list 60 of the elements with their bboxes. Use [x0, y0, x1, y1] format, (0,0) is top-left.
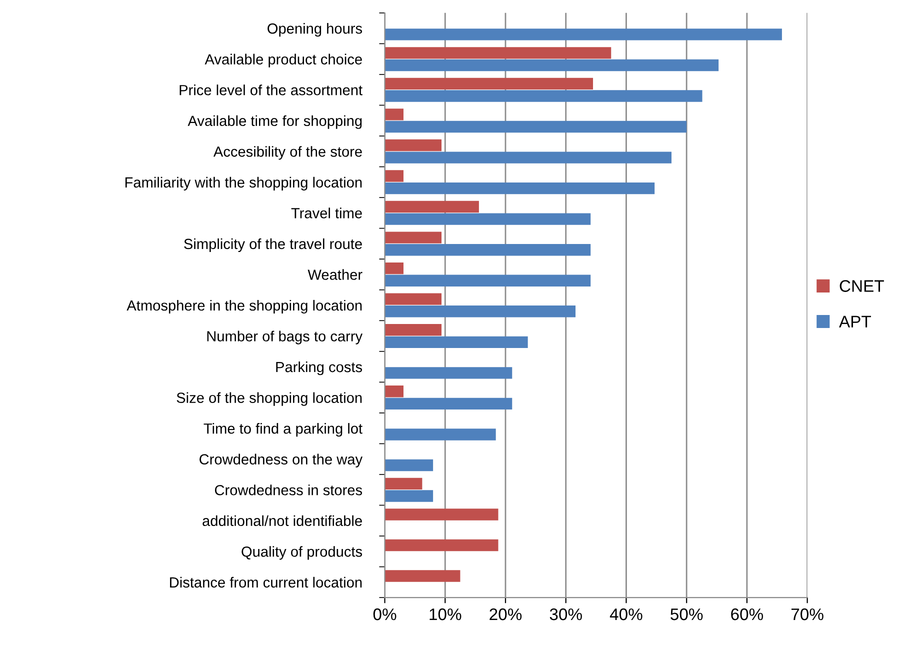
y-tick-label: additional/not identifiable — [202, 515, 362, 526]
y-tick-label: Weather — [308, 269, 362, 280]
bar — [384, 398, 512, 410]
x-tick-label: 30% — [550, 608, 582, 620]
bar — [384, 47, 612, 59]
y-tick-label: Opening hours — [268, 23, 362, 37]
bar — [384, 213, 591, 225]
y-tick-label: Available time for shopping — [188, 115, 362, 129]
x-tick-label: 50% — [670, 608, 703, 620]
legend-label: APT — [839, 316, 871, 328]
bar — [384, 244, 591, 256]
y-tick-label: Travel time — [291, 208, 362, 218]
bar — [384, 570, 460, 582]
bar — [384, 78, 594, 90]
y-tick-label: Crowdedness in stores — [214, 484, 362, 496]
bar — [384, 28, 782, 40]
legend-label: CNET — [840, 280, 884, 292]
bar — [384, 139, 442, 152]
bar — [384, 324, 442, 336]
y-tick-label: Quality of products — [242, 546, 362, 560]
x-tick-label: 60% — [731, 608, 764, 620]
bar — [384, 306, 576, 318]
bar — [384, 386, 404, 398]
bar — [384, 508, 498, 520]
bar — [384, 90, 702, 102]
y-tick-label: Price level of the assortment — [180, 84, 362, 96]
bar — [384, 336, 528, 348]
bar — [384, 367, 512, 379]
x-tick-label: 20% — [490, 608, 522, 620]
bar — [384, 478, 422, 490]
bar — [384, 232, 442, 244]
x-tick-label: 40% — [610, 608, 642, 620]
y-tick-label: Size of the shopping location — [176, 392, 362, 406]
bar — [384, 262, 404, 274]
y-tick-label: Accesibility of the store — [213, 146, 362, 160]
y-tick-label: Available product choice — [204, 54, 362, 68]
bar — [384, 59, 719, 72]
bar — [384, 108, 404, 120]
y-tick-label: Parking costs — [276, 361, 362, 376]
y-tick-label: Atmosphere in the shopping location — [126, 300, 362, 314]
x-tick-label: 70% — [791, 608, 824, 620]
x-tick-label: 10% — [430, 608, 462, 620]
bar — [384, 539, 498, 552]
bar — [384, 182, 655, 194]
bar — [384, 428, 496, 440]
bar — [384, 490, 434, 502]
bar — [384, 152, 672, 164]
bar — [384, 200, 479, 213]
x-tick-label: 0% — [373, 608, 396, 620]
y-tick-label: Time to find a parking lot — [204, 423, 362, 437]
y-tick-label: Distance from current location — [170, 576, 362, 588]
y-tick-label: Familiarity with the shopping location — [125, 176, 362, 190]
bar — [384, 459, 434, 472]
bar — [384, 274, 591, 286]
bar — [384, 120, 687, 133]
y-tick-label: Crowdedness on the way — [200, 454, 363, 468]
bar — [384, 170, 404, 182]
y-tick-label: Simplicity of the travel route — [184, 238, 362, 252]
y-tick-label: Number of bags to carry — [207, 330, 363, 344]
bar — [384, 293, 442, 305]
